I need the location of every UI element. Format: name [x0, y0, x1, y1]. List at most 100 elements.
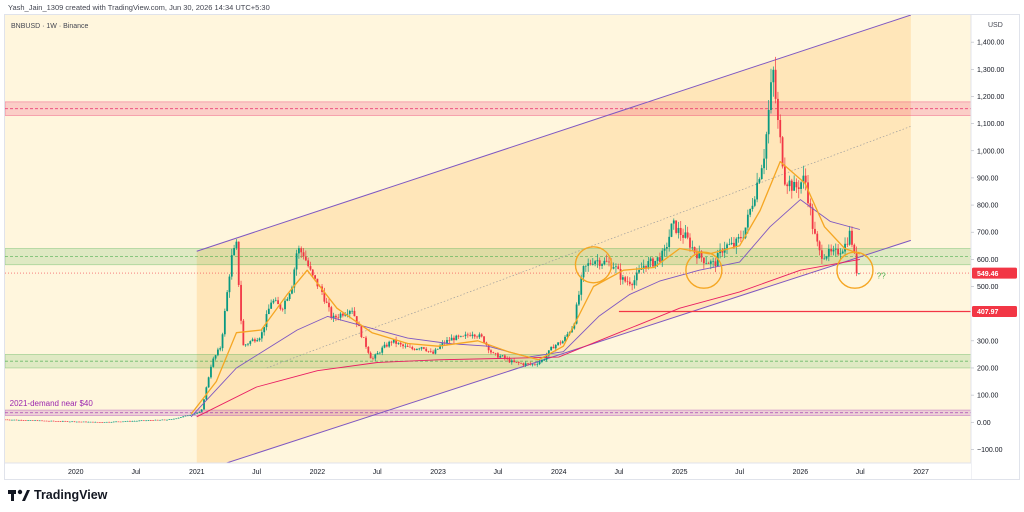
candle-body[interactable] — [615, 266, 617, 268]
candle-body[interactable] — [27, 420, 30, 421]
candle-body[interactable] — [64, 421, 67, 422]
candle-body[interactable] — [524, 363, 527, 366]
moving-average-long[interactable] — [196, 258, 860, 418]
candle-body[interactable] — [587, 263, 590, 266]
candle-body[interactable] — [61, 421, 64, 422]
candle-body[interactable] — [830, 249, 833, 252]
candle-body[interactable] — [140, 420, 143, 422]
candle-body[interactable] — [260, 332, 263, 339]
candle-body[interactable] — [6, 419, 9, 421]
highlight-circle-2[interactable] — [836, 251, 874, 289]
candle-body[interactable] — [733, 242, 735, 248]
candle-body[interactable] — [696, 252, 698, 259]
candle-body[interactable] — [258, 338, 261, 341]
candle-body[interactable] — [564, 336, 566, 342]
candle-body[interactable] — [575, 304, 578, 324]
candle-body[interactable] — [372, 358, 374, 359]
candle-body[interactable] — [814, 228, 816, 234]
candle-body[interactable] — [753, 199, 756, 206]
candle-body[interactable] — [409, 346, 411, 348]
candle-body[interactable] — [413, 349, 416, 350]
candle-body[interactable] — [110, 422, 113, 423]
candle-body[interactable] — [348, 310, 351, 314]
candle-body[interactable] — [517, 362, 520, 364]
candle-body[interactable] — [767, 109, 770, 135]
candle-body[interactable] — [249, 341, 252, 344]
candle-body[interactable] — [487, 344, 490, 351]
candle-body[interactable] — [800, 182, 802, 189]
candle-body[interactable] — [631, 284, 634, 286]
candle-body[interactable] — [159, 419, 161, 421]
candle-body[interactable] — [223, 311, 226, 335]
candle-body[interactable] — [821, 250, 823, 259]
highlight-circle-1[interactable] — [685, 251, 723, 289]
candle-body[interactable] — [330, 307, 333, 319]
candle-body[interactable] — [702, 257, 705, 264]
candle-body[interactable] — [811, 207, 814, 229]
candle-body[interactable] — [388, 341, 391, 347]
candle-body[interactable] — [277, 300, 279, 305]
candle-body[interactable] — [131, 421, 134, 422]
candle-body[interactable] — [48, 420, 50, 422]
candle-body[interactable] — [665, 247, 668, 249]
candle-body[interactable] — [362, 337, 365, 338]
candle-body[interactable] — [182, 416, 185, 418]
candle-body[interactable] — [709, 261, 712, 264]
candle-body[interactable] — [476, 336, 478, 338]
candle-body[interactable] — [214, 355, 217, 359]
candle-body[interactable] — [304, 256, 307, 261]
candle-body[interactable] — [851, 230, 853, 245]
candle-body[interactable] — [772, 69, 775, 83]
candle-body[interactable] — [43, 420, 46, 422]
candle-body[interactable] — [189, 414, 192, 416]
candle-body[interactable] — [337, 317, 340, 319]
candle-body[interactable] — [432, 351, 435, 354]
candle-body[interactable] — [705, 263, 708, 264]
candle-body[interactable] — [145, 420, 148, 422]
candle-body[interactable] — [684, 232, 687, 238]
candle-body[interactable] — [797, 187, 800, 189]
candle-body[interactable] — [420, 347, 423, 349]
candle-body[interactable] — [96, 421, 99, 423]
candle-body[interactable] — [274, 300, 277, 301]
candle-body[interactable] — [98, 422, 101, 423]
candle-body[interactable] — [450, 337, 453, 341]
candle-body[interactable] — [402, 344, 404, 347]
candle-body[interactable] — [624, 277, 627, 282]
candle-body[interactable] — [66, 421, 69, 422]
candle-body[interactable] — [652, 258, 654, 267]
candle-body[interactable] — [228, 276, 231, 293]
candle-body[interactable] — [378, 352, 381, 354]
candle-body[interactable] — [124, 421, 127, 422]
candle-body[interactable] — [196, 412, 198, 414]
candle-body[interactable] — [547, 350, 550, 356]
candle-body[interactable] — [473, 334, 476, 337]
candle-body[interactable] — [795, 181, 798, 188]
candle-body[interactable] — [508, 358, 511, 363]
candle-body[interactable] — [240, 284, 242, 321]
candle-body[interactable] — [286, 299, 289, 301]
candle-body[interactable] — [117, 421, 120, 423]
candle-body[interactable] — [596, 260, 599, 262]
candle-body[interactable] — [270, 302, 273, 309]
candle-body[interactable] — [483, 336, 485, 343]
candle-body[interactable] — [538, 361, 541, 365]
candle-body[interactable] — [34, 420, 36, 422]
candle-body[interactable] — [230, 255, 233, 277]
candle-body[interactable] — [341, 313, 344, 316]
candle-body[interactable] — [374, 354, 377, 359]
candle-body[interactable] — [501, 355, 504, 357]
candle-body[interactable] — [855, 252, 858, 274]
plot-area[interactable]: 2021-demand near $40?? — [5, 15, 971, 473]
candle-body[interactable] — [344, 314, 347, 316]
candle-body[interactable] — [446, 340, 448, 344]
candle-body[interactable] — [612, 267, 615, 269]
candle-body[interactable] — [5, 419, 6, 421]
candle-body[interactable] — [490, 350, 492, 353]
price-axis[interactable]: 1,400.00 1,300.00 1,200.00 1,100.00 1,000.00… — [970, 15, 1019, 479]
candle-body[interactable] — [679, 227, 682, 235]
candle-body[interactable] — [41, 420, 43, 422]
candle-body[interactable] — [297, 248, 300, 254]
candle-body[interactable] — [335, 315, 337, 318]
candle-body[interactable] — [503, 355, 506, 359]
